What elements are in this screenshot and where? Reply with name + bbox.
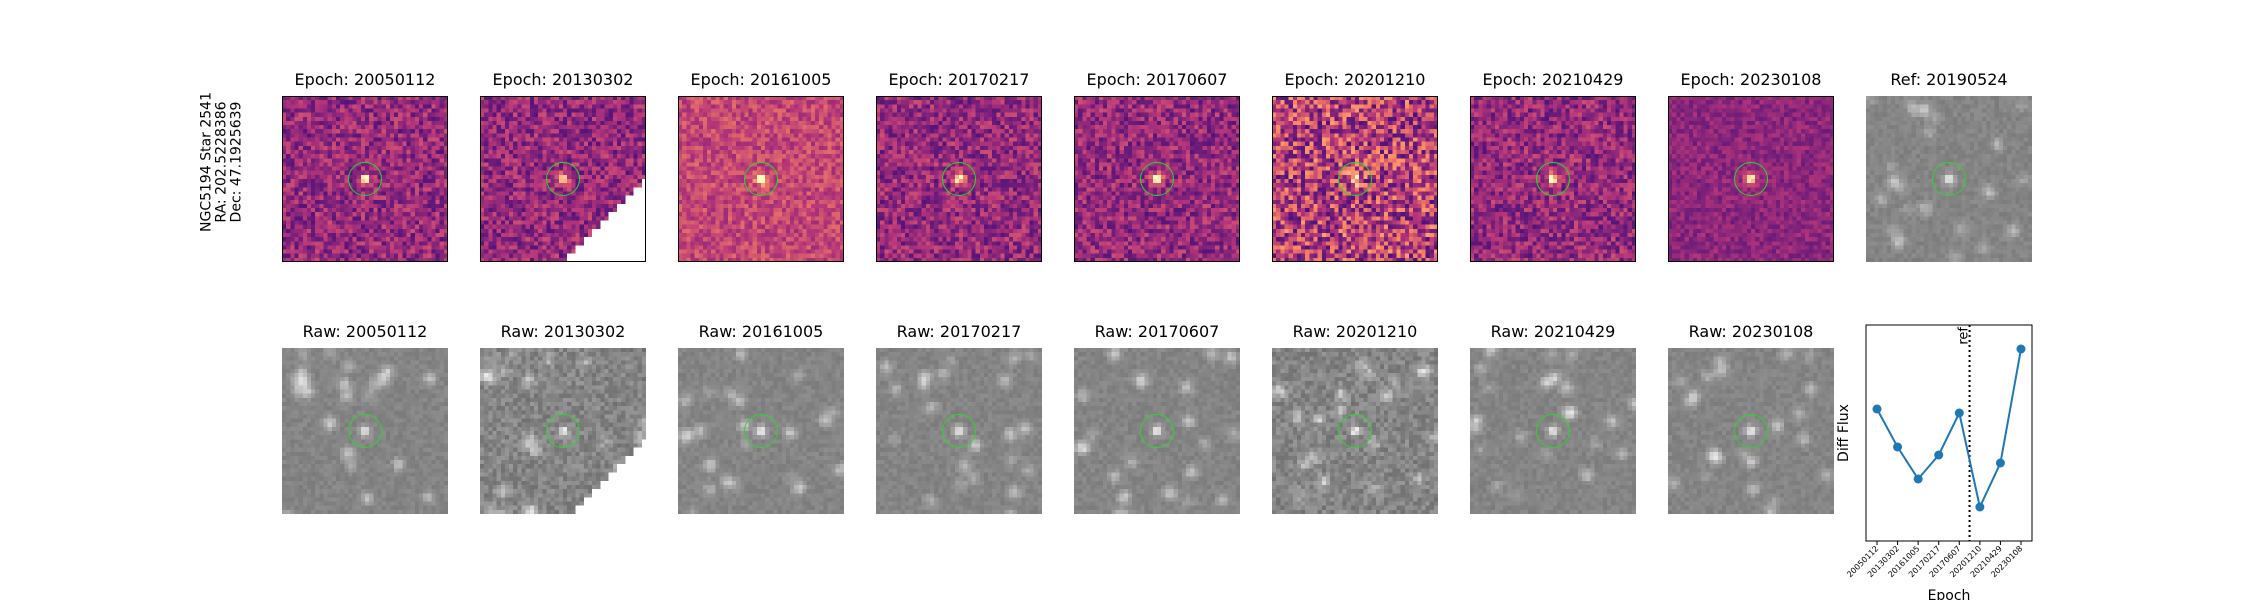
target-circle xyxy=(348,414,382,448)
diff-panel-2: Epoch: 20161005 xyxy=(678,70,844,262)
raw-title: Raw: 20170217 xyxy=(896,322,1022,341)
raw-panel-4: Raw: 20170607 xyxy=(1074,322,1240,514)
target-circle xyxy=(744,162,778,196)
data-point xyxy=(1995,458,2005,468)
raw-title: Raw: 20230108 xyxy=(1688,322,1814,341)
target-circle xyxy=(942,414,976,448)
raw-title: Raw: 20050112 xyxy=(302,322,428,341)
target-circle xyxy=(942,162,976,196)
raw-panel-1: Raw: 20130302 xyxy=(480,322,646,514)
diff-title: Epoch: 20050112 xyxy=(294,70,436,89)
target-circle xyxy=(546,414,580,448)
ref-title: Ref: 20190524 xyxy=(1890,70,2008,89)
target-circle xyxy=(1140,162,1174,196)
raw-panel-2: Raw: 20161005 xyxy=(678,322,844,514)
diff-title: Epoch: 20210429 xyxy=(1482,70,1624,89)
raw-panel-7: Raw: 20230108 xyxy=(1668,322,1834,514)
raw-panel-6: Raw: 20210429 xyxy=(1470,322,1636,514)
diff-title: Epoch: 20170607 xyxy=(1086,70,1228,89)
x-axis-label: Epoch xyxy=(1928,588,1971,600)
diff-panel-7: Epoch: 20230108 xyxy=(1668,70,1834,262)
target-circle xyxy=(1734,162,1768,196)
diff-panel-0: Epoch: 20050112 xyxy=(282,70,448,262)
data-point xyxy=(1872,404,1882,414)
target-circle xyxy=(1536,162,1570,196)
raw-title: Raw: 20210429 xyxy=(1490,322,1616,341)
target-circle xyxy=(1536,414,1570,448)
star-name: NGC5194 Star 2541 xyxy=(198,92,215,232)
ref-panel: Ref: 20190524 xyxy=(1866,70,2032,262)
ref-line-label: ref xyxy=(1957,327,1972,345)
diff-title: Epoch: 20201210 xyxy=(1284,70,1426,89)
raw-panel-3: Raw: 20170217 xyxy=(876,322,1042,514)
target-circle xyxy=(1734,414,1768,448)
diff-flux-chart: ref2005011220130302201610052017021720170… xyxy=(1836,324,2033,600)
raw-title: Raw: 20201210 xyxy=(1292,322,1418,341)
target-circle xyxy=(744,414,778,448)
diff-panel-1: Epoch: 20130302 xyxy=(480,70,646,262)
diff-title: Epoch: 20170217 xyxy=(888,70,1030,89)
target-circle xyxy=(1932,162,1966,196)
star-dec: Dec: 47.1925639 xyxy=(228,101,245,223)
target-circle xyxy=(1338,414,1372,448)
diff-title: Epoch: 20161005 xyxy=(690,70,832,89)
series-line xyxy=(1876,348,2022,511)
diff-panel-6: Epoch: 20210429 xyxy=(1470,70,1636,262)
target-circle xyxy=(546,162,580,196)
data-point xyxy=(1913,474,1923,484)
raw-title: Raw: 20130302 xyxy=(500,322,626,341)
diff-title: Epoch: 20230108 xyxy=(1680,70,1822,89)
diff-title: Epoch: 20130302 xyxy=(492,70,634,89)
raw-panel-0: Raw: 20050112 xyxy=(282,322,448,514)
data-point xyxy=(1934,450,1944,460)
diff-panel-3: Epoch: 20170217 xyxy=(876,70,1042,262)
star-ra: RA: 202.5228386 xyxy=(213,101,230,223)
diff-panel-4: Epoch: 20170607 xyxy=(1074,70,1240,262)
target-circle xyxy=(348,162,382,196)
data-point xyxy=(1975,502,1985,512)
target-circle xyxy=(1140,414,1174,448)
y-axis-label: Diff Flux xyxy=(1836,404,1852,462)
diff-panel-5: Epoch: 20201210 xyxy=(1272,70,1438,262)
data-point xyxy=(1954,408,1964,418)
data-point xyxy=(2016,344,2026,354)
raw-title: Raw: 20170607 xyxy=(1094,322,1220,341)
raw-panel-5: Raw: 20201210 xyxy=(1272,322,1438,514)
raw-title: Raw: 20161005 xyxy=(698,322,824,341)
data-point xyxy=(1893,442,1903,452)
target-circle xyxy=(1338,162,1372,196)
